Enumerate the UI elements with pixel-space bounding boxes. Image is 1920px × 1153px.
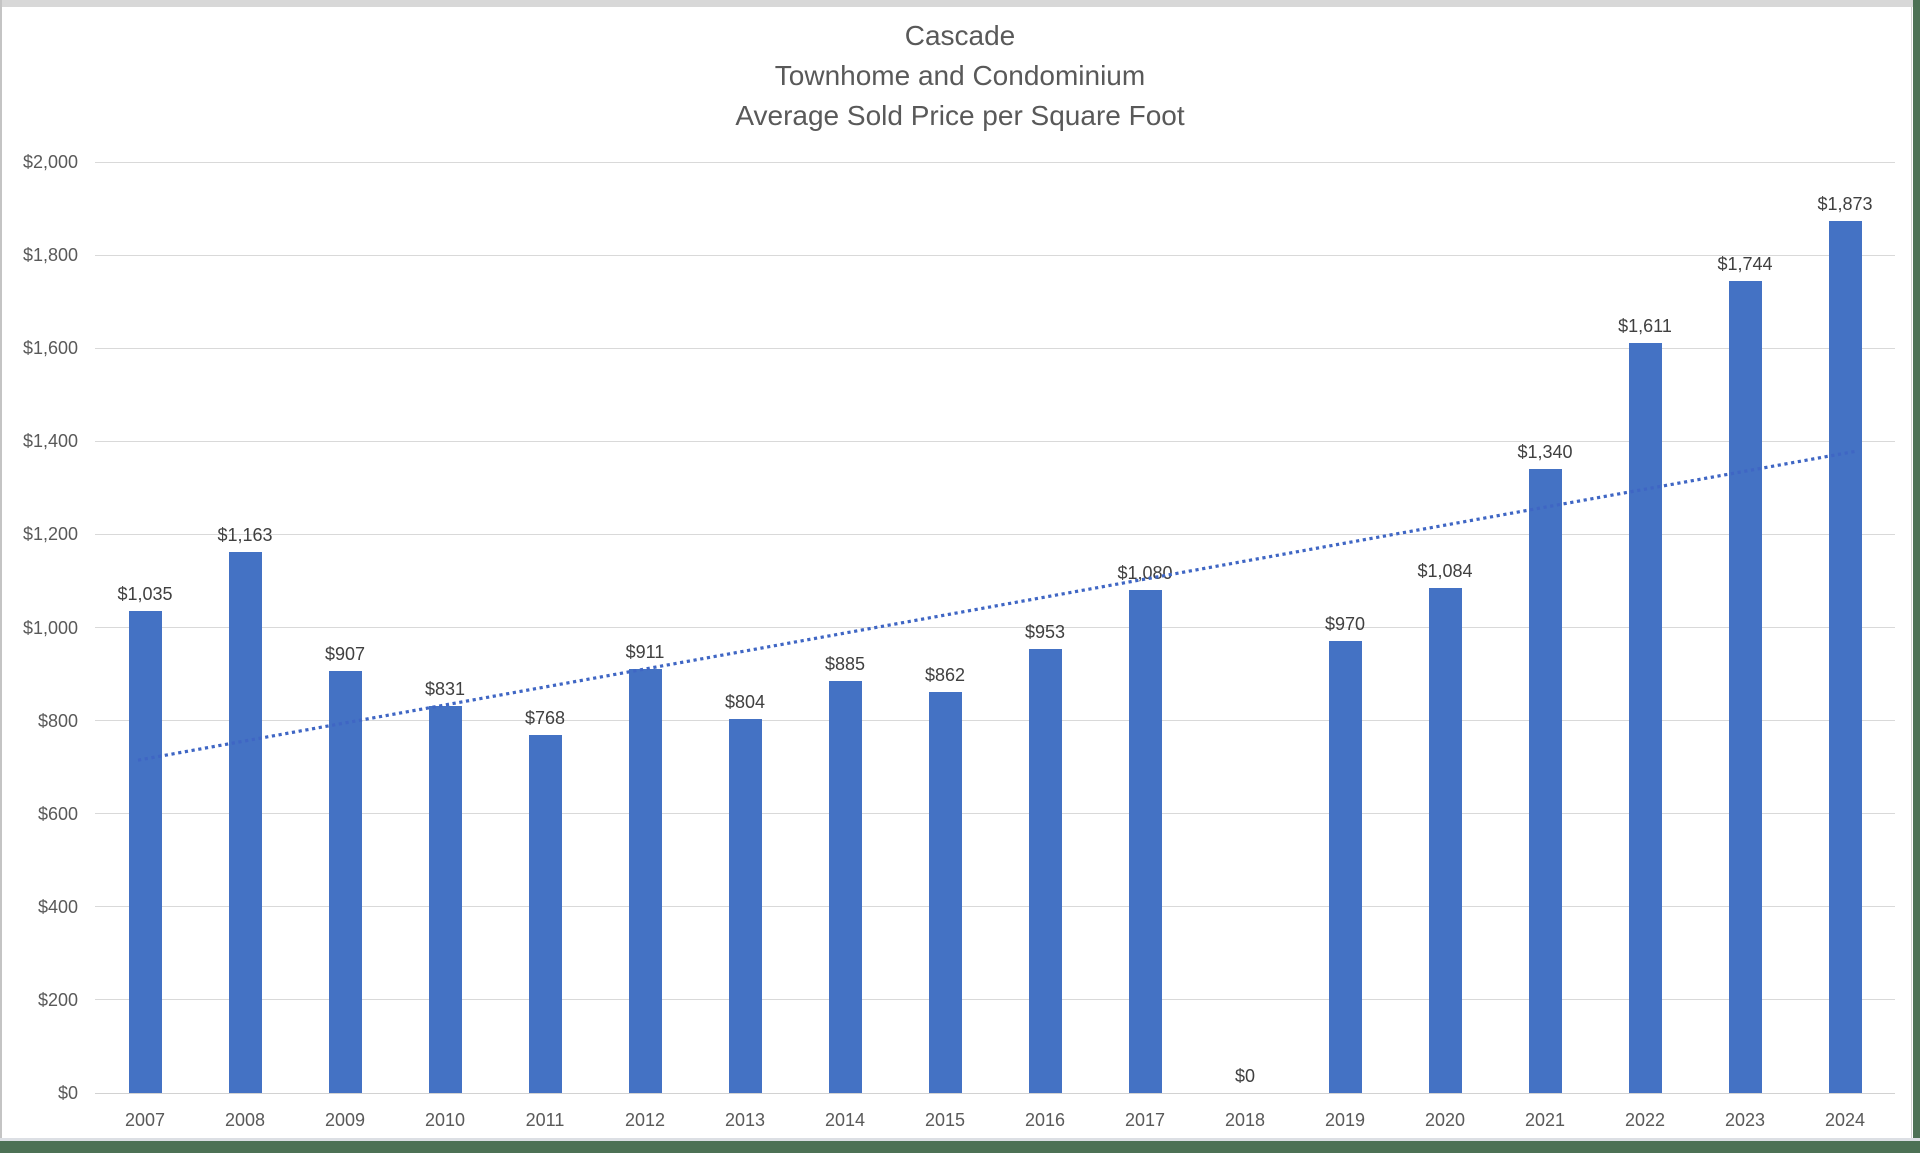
data-label-2007: $1,035 [117,584,173,605]
x-axis-label-2015: 2015 [924,1110,966,1130]
chart-title: Cascade Townhome and Condominium Average… [0,16,1920,136]
data-label-2021: $1,340 [1517,442,1573,463]
y-axis-tick-label: $800 [37,710,78,731]
x-axis-label-2016: 2016 [1024,1110,1066,1130]
bar-2023 [1728,281,1762,1093]
x-axis-label-2010: 2010 [424,1110,466,1130]
bar-2020 [1428,588,1462,1093]
x-axis-label-2008: 2008 [224,1110,266,1130]
data-label-2016: $953 [1024,622,1066,643]
data-label-2023: $1,744 [1717,254,1773,275]
chart-title-line-2: Townhome and Condominium [774,60,1146,91]
data-label-2018: $0 [1234,1066,1256,1086]
window-left-edge [0,0,2,1153]
data-label-2008: $1,163 [217,524,273,545]
x-axis-line [95,1092,1895,1094]
data-label-2020: $1,084 [1417,561,1473,582]
gridline [95,254,1895,256]
bar-2008 [228,551,262,1093]
bar-2017 [1128,590,1162,1093]
chart-right-border [1911,7,1912,1153]
bar-2009 [328,670,362,1093]
chart-title-line-3: Average Sold Price per Square Foot [735,100,1185,131]
bar-2024 [1828,221,1862,1093]
bar-2016 [1028,649,1062,1093]
y-axis-tick-label: $600 [37,803,78,824]
y-axis-tick-label: $1,600 [22,338,78,359]
gridline [95,720,1895,722]
chart-title-line-1: Cascade [904,20,1016,51]
data-label-2009: $907 [324,643,366,664]
bar-2012 [628,668,662,1093]
x-axis-label-2019: 2019 [1324,1110,1366,1130]
bar-2022 [1628,343,1662,1093]
chart-bottom-border [0,1138,1920,1141]
gridline [95,813,1895,815]
x-axis-label-2022: 2022 [1624,1110,1666,1130]
x-axis-label-2011: 2011 [525,1110,565,1130]
bar-2013 [728,718,762,1093]
y-axis-tick-label: $0 [57,1083,78,1103]
bar-2014 [828,681,862,1093]
bar-2010 [428,706,462,1093]
window-top-edge [0,0,1920,7]
gridline [95,533,1895,535]
y-axis-tick-label: $1,000 [22,617,78,638]
y-axis-tick-label: $2,000 [22,152,78,172]
x-axis-label-2009: 2009 [324,1110,366,1130]
y-axis-tick-label: $1,800 [22,245,78,266]
bar-2021 [1528,469,1562,1093]
data-label-2011: $768 [524,708,566,729]
y-axis-tick-label: $400 [37,896,78,917]
x-axis-label-2021: 2021 [1524,1110,1566,1130]
data-label-2013: $804 [724,691,766,712]
gridline [95,440,1895,442]
x-axis-label-2020: 2020 [1424,1110,1466,1130]
data-label-2019: $970 [1324,614,1366,635]
data-label-2012: $911 [625,641,665,662]
gridline [95,906,1895,908]
bar-2015 [928,691,962,1093]
bar-2011 [528,735,562,1093]
data-label-2017: $1,080 [1117,563,1173,584]
window-right-edge [1913,0,1920,1153]
x-axis-label-2013: 2013 [724,1110,766,1130]
window-bottom-edge [0,1141,1920,1153]
gridline [95,999,1895,1001]
x-axis-label-2018: 2018 [1224,1110,1266,1130]
data-label-2024: $1,873 [1817,194,1873,215]
y-axis-tick-label: $1,400 [22,431,78,452]
x-axis-label-2012: 2012 [624,1110,666,1130]
x-axis-label-2007: 2007 [124,1110,166,1130]
bar-2019 [1328,641,1362,1093]
gridline [95,347,1895,349]
data-label-2015: $862 [924,664,966,685]
data-label-2022: $1,611 [1618,316,1672,337]
bar-2007 [128,611,162,1093]
gridline [95,161,1895,163]
y-axis-tick-label: $1,200 [22,524,78,545]
x-axis-label-2023: 2023 [1724,1110,1766,1130]
x-axis-label-2014: 2014 [824,1110,866,1130]
x-axis-label-2017: 2017 [1124,1110,1166,1130]
x-axis-label-2024: 2024 [1824,1110,1866,1130]
data-label-2010: $831 [424,679,466,700]
y-axis-tick-label: $200 [37,989,78,1010]
